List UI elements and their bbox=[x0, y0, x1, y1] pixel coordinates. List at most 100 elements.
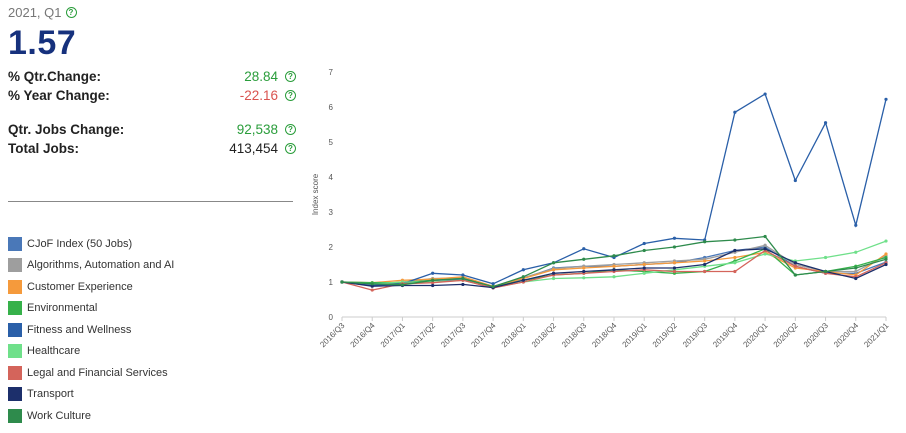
qtr-change-value: 28.84 bbox=[244, 69, 278, 84]
legend-label: Legal and Financial Services bbox=[27, 366, 168, 379]
x-tick-label: 2018/Q4 bbox=[590, 321, 618, 349]
data-point bbox=[823, 121, 828, 125]
legend-item[interactable]: Legal and Financial Services bbox=[8, 362, 174, 384]
data-point bbox=[521, 278, 525, 282]
x-tick-label: 2017/Q1 bbox=[379, 321, 407, 349]
data-point bbox=[672, 245, 677, 249]
legend-item[interactable]: Healthcare bbox=[8, 341, 174, 363]
legend-swatch bbox=[8, 408, 22, 423]
legend-swatch bbox=[8, 365, 22, 380]
data-point bbox=[854, 223, 858, 227]
data-point bbox=[884, 252, 888, 256]
legend-item[interactable]: Fitness and Wellness bbox=[8, 319, 174, 341]
data-point bbox=[370, 288, 374, 292]
year-change-label: % Year Change: bbox=[8, 88, 110, 103]
x-tick-label: 2021/Q1 bbox=[862, 321, 890, 349]
data-point bbox=[612, 264, 616, 268]
data-point bbox=[823, 269, 828, 274]
y-tick-label: 6 bbox=[329, 103, 334, 112]
x-tick-label: 2018/Q3 bbox=[560, 321, 588, 349]
legend-swatch bbox=[8, 322, 22, 337]
total-jobs-row: Total Jobs: 413,454? bbox=[8, 141, 296, 156]
legend-label: Customer Experience bbox=[27, 280, 133, 293]
legend-label: CJoF Index (50 Jobs) bbox=[27, 237, 133, 250]
legend-item[interactable]: Work Culture bbox=[8, 405, 174, 427]
data-point bbox=[642, 262, 646, 267]
help-icon[interactable]: ? bbox=[285, 71, 296, 82]
data-point bbox=[793, 264, 797, 268]
data-point bbox=[400, 283, 405, 287]
qtr-jobs-value: 92,538 bbox=[236, 122, 278, 137]
legend-item[interactable]: CJoF Index (50 Jobs) bbox=[8, 233, 174, 255]
year-change-row: % Year Change: -22.16? bbox=[8, 88, 296, 103]
x-tick-label: 2018/Q2 bbox=[530, 321, 558, 349]
data-point bbox=[733, 110, 737, 114]
data-point bbox=[370, 284, 374, 288]
data-point bbox=[793, 273, 797, 277]
x-tick-label: 2020/Q4 bbox=[832, 321, 860, 349]
help-icon[interactable]: ? bbox=[65, 7, 77, 18]
data-point bbox=[582, 257, 586, 261]
x-tick-label: 2018/Q1 bbox=[500, 321, 528, 349]
data-point bbox=[884, 262, 888, 267]
legend-label: Healthcare bbox=[27, 345, 81, 358]
data-point bbox=[793, 261, 797, 265]
data-point bbox=[733, 261, 737, 265]
data-point bbox=[642, 241, 646, 246]
data-point bbox=[551, 276, 556, 281]
data-point bbox=[431, 281, 435, 285]
legend-swatch bbox=[8, 279, 22, 294]
data-point bbox=[672, 269, 677, 274]
legend-item[interactable]: Customer Experience bbox=[8, 276, 174, 298]
legend-item[interactable]: Algorithms, Automation and AI bbox=[8, 255, 174, 277]
data-point bbox=[461, 273, 465, 277]
y-tick-label: 1 bbox=[329, 278, 334, 287]
index-value: 1.57 bbox=[8, 24, 77, 62]
x-tick-label: 2020/Q3 bbox=[802, 321, 830, 349]
help-icon[interactable]: ? bbox=[285, 124, 296, 135]
qtr-change-row: % Qtr.Change: 28.84? bbox=[8, 69, 296, 84]
y-tick-label: 0 bbox=[329, 313, 334, 322]
legend-item[interactable]: Transport bbox=[8, 384, 174, 406]
data-point bbox=[642, 266, 646, 270]
data-point bbox=[703, 259, 707, 263]
y-tick-label: 4 bbox=[329, 173, 334, 182]
data-point bbox=[612, 254, 616, 258]
data-point bbox=[582, 247, 586, 251]
legend-swatch bbox=[8, 301, 22, 316]
period-text: 2021, Q1 bbox=[8, 5, 62, 20]
data-point bbox=[582, 266, 586, 270]
x-tick-label: 2017/Q2 bbox=[409, 321, 437, 349]
data-point bbox=[854, 269, 858, 274]
data-point bbox=[370, 282, 374, 286]
period-label: 2021, Q1 ? bbox=[8, 5, 77, 20]
data-point bbox=[431, 271, 435, 275]
x-tick-label: 2019/Q1 bbox=[621, 321, 649, 349]
data-point bbox=[612, 275, 616, 279]
qtr-jobs-label: Qtr. Jobs Change: bbox=[8, 122, 125, 137]
year-change-value: -22.16 bbox=[239, 88, 278, 103]
data-point bbox=[582, 269, 586, 274]
x-tick-label: 2019/Q4 bbox=[711, 321, 739, 349]
x-tick-label: 2016/Q4 bbox=[349, 321, 377, 349]
total-jobs-value: 413,454 bbox=[229, 141, 278, 156]
data-point bbox=[703, 269, 707, 274]
data-point bbox=[763, 252, 767, 256]
data-point bbox=[703, 240, 707, 244]
legend-item[interactable]: Environmental bbox=[8, 298, 174, 320]
legend-swatch bbox=[8, 258, 22, 273]
data-point bbox=[884, 257, 888, 261]
data-point bbox=[340, 280, 344, 284]
data-point bbox=[733, 248, 737, 253]
data-point bbox=[521, 275, 525, 279]
legend-label: Transport bbox=[27, 388, 74, 401]
help-icon[interactable]: ? bbox=[285, 143, 296, 154]
data-point bbox=[672, 236, 677, 240]
data-point bbox=[431, 278, 435, 282]
legend-label: Environmental bbox=[27, 302, 98, 315]
data-point bbox=[551, 271, 556, 275]
legend-label: Algorithms, Automation and AI bbox=[27, 259, 175, 272]
x-tick-label: 2016/Q3 bbox=[318, 321, 346, 349]
help-icon[interactable]: ? bbox=[285, 90, 296, 101]
data-point bbox=[491, 282, 495, 286]
